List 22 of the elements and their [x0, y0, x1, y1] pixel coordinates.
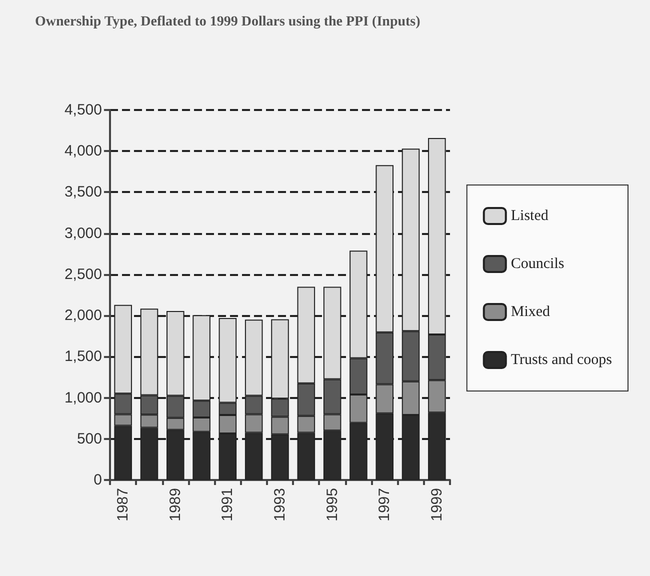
legend-label: Listed — [510, 208, 549, 224]
y-tick-label: 2,500 — [64, 266, 102, 283]
x-tick-label: 1995 — [324, 488, 341, 522]
y-tick-label: 2,000 — [64, 307, 102, 324]
y-tick-label: 1,500 — [64, 348, 102, 366]
legend-label: Trusts and coops — [510, 352, 612, 368]
x-tick-label: 1991 — [219, 488, 236, 522]
chart-title: Ownership Type, Deflated to 1999 Dollars using the PPI (Inputs) — [35, 14, 421, 30]
x-tick-label: 1989 — [166, 488, 184, 522]
y-tick-label: 4,000 — [64, 142, 102, 160]
y-tick-label: 500 — [76, 430, 102, 448]
y-tick-label: 4,500 — [64, 102, 102, 118]
x-tick-label: 1997 — [376, 488, 394, 522]
x-tick-label: 1999 — [428, 488, 446, 522]
y-tick-label: 1,000 — [64, 389, 102, 406]
legend-label: Mixed — [510, 304, 551, 320]
legend-label: Councils — [510, 256, 564, 272]
y-tick-label: 3,500 — [64, 184, 102, 201]
x-tick-label: 1993 — [272, 488, 288, 522]
y-tick-label: 0 — [94, 472, 102, 488]
y-tick-label: 3,000 — [64, 224, 102, 242]
x-tick-label: 1987 — [114, 488, 132, 522]
